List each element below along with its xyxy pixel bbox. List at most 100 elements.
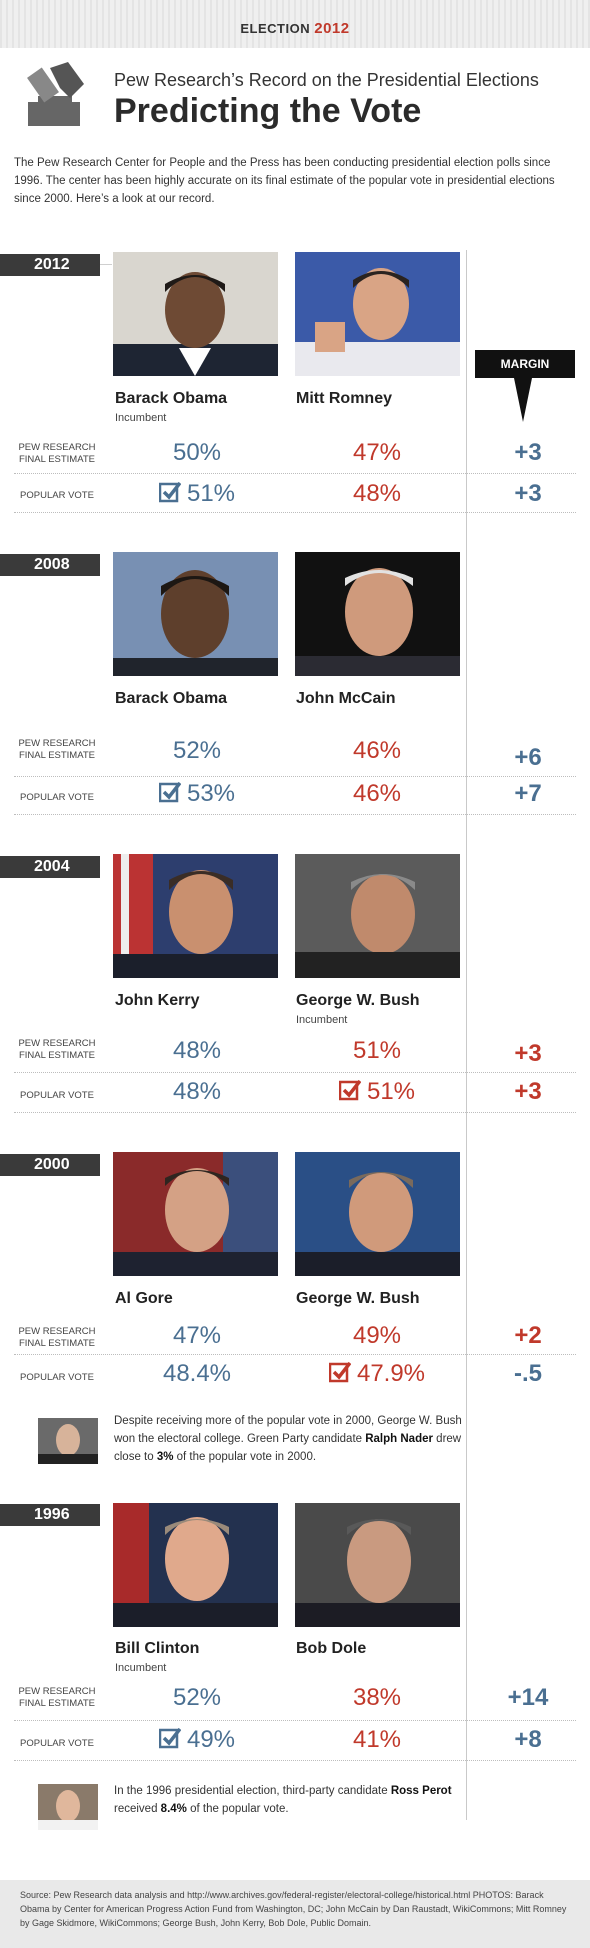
page-title: Predicting the Vote <box>114 92 422 130</box>
rep-popular: 48% <box>352 480 402 507</box>
year-label: 2008 <box>0 554 100 576</box>
candidate-photo <box>113 552 278 676</box>
row-separator <box>14 512 576 513</box>
candidate-name: Barack Obama <box>115 690 228 707</box>
row-separator <box>14 1720 576 1721</box>
margin-estimate: +6 <box>514 744 542 771</box>
candidate-name: George W. Bush <box>296 1290 420 1307</box>
margin-popular: +7 <box>514 780 542 807</box>
candidate-note: Incumbent <box>296 1014 348 1026</box>
rep-estimate: 46% <box>352 737 402 764</box>
candidate-note: Incumbent <box>115 1662 167 1674</box>
nader-thumbnail <box>38 1418 98 1464</box>
page-subtitle: Pew Research’s Record on the Presidentia… <box>114 70 539 90</box>
estimate-row-label: PEW RESEARCH FINAL ESTIMATE <box>18 442 96 465</box>
rep-estimate: 38% <box>352 1684 402 1711</box>
popular-row-label: POPULAR VOTE <box>20 792 94 803</box>
winner-check-icon <box>158 1727 181 1749</box>
row-separator <box>14 1354 576 1355</box>
candidate-photo <box>295 252 460 376</box>
intro-text: The Pew Research Center for People and t… <box>14 157 555 205</box>
dem-popular: 48% <box>172 1078 222 1105</box>
rep-estimate: 49% <box>352 1322 402 1349</box>
dem-popular: 51% <box>112 480 282 508</box>
candidate-photo <box>295 1503 460 1627</box>
estimate-row-label: PEW RESEARCH FINAL ESTIMATE <box>18 738 96 761</box>
perot-thumbnail <box>38 1784 98 1830</box>
row-separator <box>14 1112 576 1113</box>
candidate-name: John Kerry <box>115 992 200 1009</box>
winner-check-icon <box>158 781 181 803</box>
margin-estimate: +3 <box>514 439 542 466</box>
margin-popular: +3 <box>514 480 542 507</box>
election-banner-label: ELECTION 2012 <box>0 20 590 37</box>
popular-row-label: POPULAR VOTE <box>20 1372 94 1383</box>
rep-popular: 47.9% <box>292 1360 462 1388</box>
ballot-box-icon <box>27 62 84 126</box>
note-1996: In the 1996 presidential election, third… <box>114 1785 452 1815</box>
row-separator <box>14 776 576 777</box>
candidate-note: Incumbent <box>115 412 167 424</box>
estimate-row-label: PEW RESEARCH FINAL ESTIMATE <box>18 1326 96 1349</box>
candidate-photo <box>295 552 460 676</box>
winner-check-icon <box>158 481 181 503</box>
candidate-name: Bob Dole <box>296 1640 367 1657</box>
candidate-photo <box>295 1152 460 1276</box>
popular-row-label: POPULAR VOTE <box>20 1090 94 1101</box>
estimate-row-label: PEW RESEARCH FINAL ESTIMATE <box>18 1038 96 1061</box>
candidate-name: Bill Clinton <box>115 1640 200 1657</box>
dem-estimate: 52% <box>172 1684 222 1711</box>
margin-column-divider <box>466 250 467 1820</box>
year-label: 2004 <box>0 856 100 878</box>
dem-estimate: 47% <box>172 1322 222 1349</box>
dem-popular-value: 51% <box>186 480 236 507</box>
margin-popular: +8 <box>514 1726 542 1753</box>
rep-estimate: 47% <box>352 439 402 466</box>
year-label: 2000 <box>0 1154 100 1176</box>
popular-row-label: POPULAR VOTE <box>20 1738 94 1749</box>
dem-popular: 53% <box>112 780 282 808</box>
winner-check-icon <box>338 1079 361 1101</box>
candidate-photo <box>295 854 460 978</box>
candidate-name: Al Gore <box>115 1290 173 1307</box>
year-label: 2012 <box>0 254 100 276</box>
row-separator <box>14 1760 576 1761</box>
dem-popular-value: 49% <box>186 1726 236 1753</box>
estimate-row-label: PEW RESEARCH FINAL ESTIMATE <box>18 1686 96 1709</box>
candidate-photo <box>113 854 278 978</box>
rep-popular: 46% <box>352 780 402 807</box>
margin-estimate: +2 <box>514 1322 542 1349</box>
candidate-photo <box>113 1503 278 1627</box>
candidate-name: Barack Obama <box>115 390 228 407</box>
candidate-photo <box>113 252 278 376</box>
popular-row-label: POPULAR VOTE <box>20 490 94 501</box>
rep-popular-value: 47.9% <box>356 1360 426 1387</box>
row-separator <box>14 814 576 815</box>
dem-popular-value: 53% <box>186 780 236 807</box>
margin-estimate: +3 <box>514 1040 542 1067</box>
row-separator <box>14 1072 576 1073</box>
note-2000: Despite receiving more of the popular vo… <box>114 1415 462 1463</box>
candidate-name: Mitt Romney <box>296 390 392 407</box>
candidate-name: John McCain <box>296 690 396 707</box>
candidate-name: George W. Bush <box>296 992 420 1009</box>
election-year: 2012 <box>314 20 350 37</box>
margin-estimate: +14 <box>507 1684 549 1711</box>
source-credits: Source: Pew Research data analysis and h… <box>20 1890 567 1928</box>
dem-estimate: 52% <box>172 737 222 764</box>
dem-popular: 48.4% <box>162 1360 232 1387</box>
rep-popular: 51% <box>292 1078 462 1106</box>
election-label: ELECTION <box>240 21 311 36</box>
row-separator <box>14 473 576 474</box>
winner-check-icon <box>328 1361 351 1383</box>
rep-estimate: 51% <box>352 1037 402 1064</box>
dem-estimate: 50% <box>172 439 222 466</box>
margin-popular: +3 <box>514 1078 542 1105</box>
year-rule <box>100 264 112 265</box>
rep-popular-value: 51% <box>366 1078 416 1105</box>
year-label: 1996 <box>0 1504 100 1526</box>
margin-popular: -.5 <box>513 1360 542 1387</box>
candidate-photo <box>113 1152 278 1276</box>
rep-popular: 41% <box>352 1726 402 1753</box>
margin-header: MARGIN <box>475 350 575 378</box>
